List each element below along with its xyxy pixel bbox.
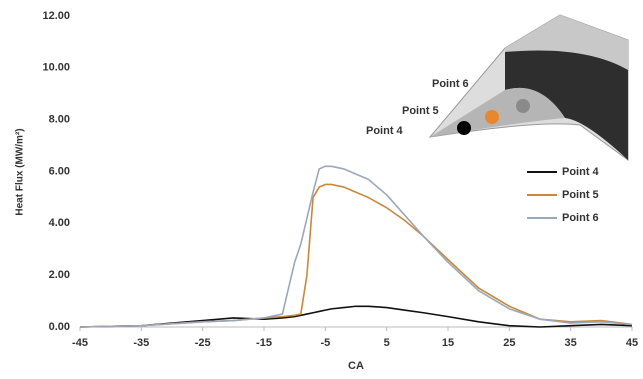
legend-label: Point 6 [562,212,599,224]
inset-label: Point 5 [402,105,439,117]
x-tick-label: 45 [626,337,638,349]
legend: Point 4 Point 5 Point 6 [527,166,600,224]
y-tick-label: 6.00 [49,165,70,177]
x-tick-label: -45 [72,337,88,349]
series-line [80,166,632,327]
inset-label: Point 4 [366,125,404,137]
x-tick-label: 35 [565,337,577,349]
chart: Heat Flux (MW/m²) CA Point 6 Point 5 Poi… [0,0,643,374]
x-tick-label: -5 [320,337,330,349]
y-tick-label: 2.00 [49,269,70,281]
legend-label: Point 4 [562,166,600,178]
x-tick-label: 25 [503,337,515,349]
y-axis-label: Heat Flux (MW/m²) [15,128,26,215]
x-tick-label: -15 [256,337,272,349]
y-tick-label: 12.00 [42,10,70,22]
legend-label: Point 5 [562,189,599,201]
x-tick-label: -25 [195,337,211,349]
x-tick-label: 5 [384,337,390,349]
inset-label: Point 6 [432,78,469,90]
x-tick-label: 15 [442,337,454,349]
y-tick-label: 10.00 [42,62,70,74]
inset-dot [516,99,530,113]
x-axis-label: CA [348,360,364,372]
x-tick-label: -35 [133,337,149,349]
inset-dot [457,121,471,135]
y-tick-label: 0.00 [49,321,70,333]
y-tick-label: 8.00 [49,114,70,126]
inset-dot [485,110,499,124]
y-tick-label: 4.00 [49,217,70,229]
